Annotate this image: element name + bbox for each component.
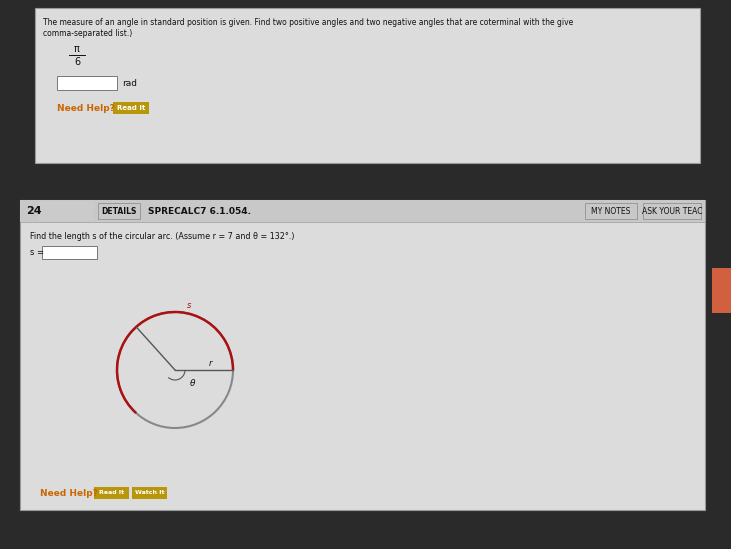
Text: Read It: Read It [117, 105, 145, 111]
Text: DETAILS: DETAILS [102, 206, 137, 216]
Text: comma-separated list.): comma-separated list.) [43, 29, 132, 38]
FancyBboxPatch shape [643, 203, 701, 219]
Text: Read It: Read It [99, 490, 124, 496]
Text: r: r [209, 360, 213, 368]
Text: Watch It: Watch It [135, 490, 164, 496]
Text: 6: 6 [74, 57, 80, 67]
Text: π: π [74, 44, 80, 54]
Text: rad: rad [122, 79, 137, 87]
Text: MY NOTES: MY NOTES [591, 206, 631, 216]
FancyBboxPatch shape [57, 76, 117, 90]
FancyBboxPatch shape [712, 268, 731, 313]
Text: Need Help?: Need Help? [57, 104, 115, 113]
FancyBboxPatch shape [35, 8, 700, 163]
Text: SPRECALC7 6.1.054.: SPRECALC7 6.1.054. [148, 206, 251, 216]
Text: s: s [186, 301, 191, 310]
FancyBboxPatch shape [20, 200, 705, 510]
Text: ASK YOUR TEAC: ASK YOUR TEAC [642, 206, 702, 216]
Text: 24: 24 [26, 206, 42, 216]
Text: The measure of an angle in standard position is given. Find two positive angles : The measure of an angle in standard posi… [43, 18, 573, 27]
FancyBboxPatch shape [132, 487, 167, 499]
Text: s =: s = [30, 248, 44, 257]
FancyBboxPatch shape [113, 102, 149, 114]
FancyBboxPatch shape [94, 487, 129, 499]
FancyBboxPatch shape [585, 203, 637, 219]
FancyBboxPatch shape [38, 201, 94, 221]
Text: θ: θ [190, 379, 196, 389]
FancyBboxPatch shape [20, 200, 705, 222]
FancyBboxPatch shape [98, 203, 140, 219]
Text: Need Help?: Need Help? [40, 489, 98, 497]
Text: Find the length s of the circular arc. (Assume r = 7 and θ = 132°.): Find the length s of the circular arc. (… [30, 232, 295, 241]
FancyBboxPatch shape [42, 246, 97, 259]
